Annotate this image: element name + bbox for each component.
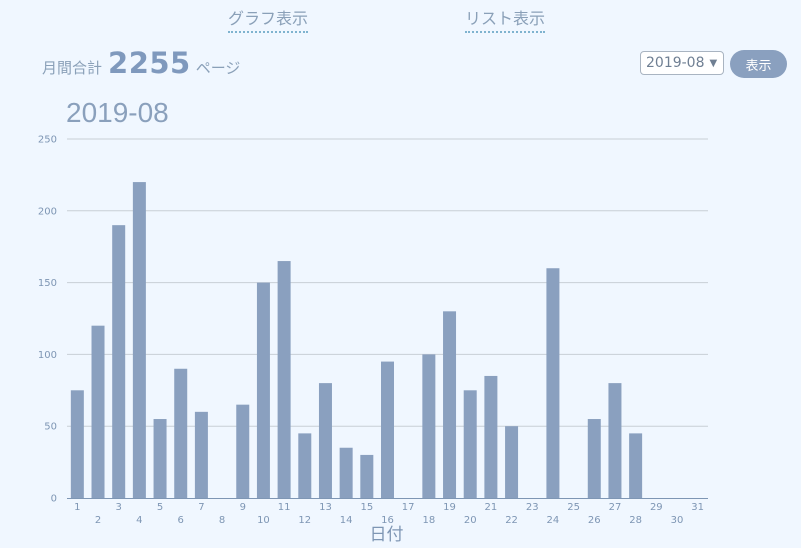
bar-day-14 [339,447,353,498]
x-tick-label: 2 [95,515,101,526]
x-tick-label: 21 [485,502,498,513]
x-tick-label: 28 [629,515,642,526]
x-tick-label: 13 [319,502,332,513]
monthly-total-label: 月間合計 [42,59,103,77]
y-tick-label: 100 [38,350,57,361]
x-tick-label: 16 [381,515,394,526]
bar-day-21 [484,375,498,498]
bar-day-13 [318,383,332,498]
bar-day-15 [360,454,374,498]
bar-day-4 [132,182,146,498]
show-button[interactable]: 表示 [730,50,787,78]
bar-day-28 [629,433,643,498]
bar-day-3 [112,225,126,498]
y-tick-label: 200 [38,206,57,217]
x-tick-label: 8 [219,515,225,526]
monthly-total-value: 2255 [108,46,191,80]
x-tick-label: 11 [278,502,291,513]
y-tick-label: 50 [44,422,57,433]
x-tick-label: 6 [178,515,184,526]
x-tick-label: 27 [609,502,622,513]
x-tick-label: 5 [157,502,163,513]
bar-day-2 [91,325,105,498]
bar-day-11 [277,261,291,498]
x-tick-label: 30 [671,515,684,526]
x-tick-label: 20 [464,515,477,526]
x-tick-label: 7 [198,502,204,513]
x-tick-label: 17 [402,502,415,513]
bar-day-26 [587,419,601,498]
x-tick-label: 26 [588,515,601,526]
x-tick-label: 1 [74,502,80,513]
bar-day-1 [70,390,84,498]
bar-day-16 [381,361,394,498]
x-axis-label: 日付 [370,525,404,545]
x-tick-label: 12 [298,515,311,526]
monthly-total-unit: ページ [195,59,241,77]
chevron-down-icon: ▼ [709,57,718,69]
month-select[interactable]: 2019-08 ▼ [640,51,724,75]
x-tick-label: 10 [257,515,270,526]
bar-day-22 [505,426,519,498]
nav-graph-view-link[interactable]: グラフ表示 [228,8,309,33]
y-tick-label: 150 [38,278,57,289]
bar-day-6 [174,368,188,498]
nav-list-view-link[interactable]: リスト表示 [465,8,546,33]
bar-day-19 [443,311,457,498]
bar-day-18 [422,354,436,498]
x-tick-label: 22 [505,515,518,526]
y-tick-label: 0 [51,494,57,505]
x-tick-label: 9 [240,502,246,513]
x-tick-label: 31 [691,502,704,513]
x-tick-label: 3 [116,502,122,513]
y-tick-label: 250 [38,135,57,146]
x-tick-label: 19 [443,502,456,513]
bar-day-24 [546,268,560,498]
x-tick-label: 25 [567,502,580,513]
x-tick-label: 23 [526,502,539,513]
chart-title: 2019-08 [66,97,169,128]
bar-day-7 [194,411,208,498]
bar-day-27 [608,383,622,498]
x-tick-label: 18 [422,515,435,526]
x-tick-label: 4 [136,515,142,526]
x-tick-label: 14 [340,515,353,526]
bar-day-9 [236,404,250,498]
monthly-total-summary: 月間合計 2255 ページ [42,46,240,80]
x-tick-label: 29 [650,502,663,513]
bar-day-20 [463,390,477,498]
bar-day-10 [256,282,270,498]
x-tick-label: 15 [360,502,373,513]
month-select-value: 2019-08 [646,55,705,71]
bar-day-12 [298,433,312,498]
x-tick-label: 24 [547,515,560,526]
bar-day-5 [153,419,167,498]
